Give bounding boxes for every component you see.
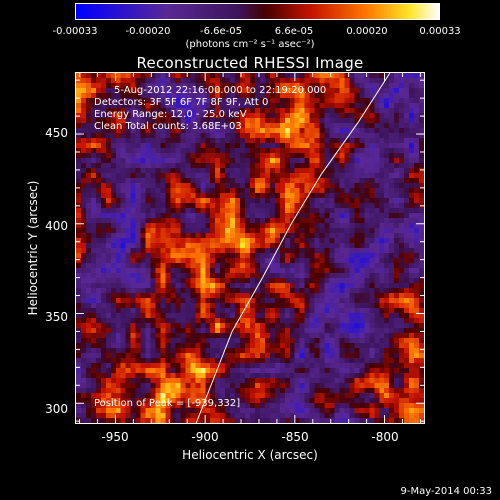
y-tick-label: 300: [45, 402, 68, 416]
colorbar: [75, 3, 440, 20]
heatmap-image: [76, 73, 424, 423]
x-axis-label: Heliocentric X (arcsec): [182, 448, 318, 462]
x-tick-label: -950: [101, 430, 129, 444]
peak-position-text: Position of Peak = [-939,332]: [94, 398, 241, 409]
footer-date: 9-May-2014 00:33: [400, 486, 492, 497]
x-tick-label: -800: [371, 430, 399, 444]
image-plot: 5-Aug-2012 22:16:00.000 to 22:19:20.000 …: [75, 72, 425, 424]
colorbar-tick-label: 0.00033: [419, 26, 461, 37]
y-tick-label: 400: [45, 219, 68, 233]
colorbar-tick-label: 0.00020: [346, 26, 388, 37]
energy-range-text: Energy Range: 12.0 - 25.0 keV: [94, 109, 247, 120]
y-tick-label: 350: [45, 310, 68, 324]
clean-counts-text: Clean Total counts: 3.68E+03: [94, 121, 242, 132]
colorbar-tick-label: 6.6e-05: [274, 26, 314, 37]
time-range-text: 5-Aug-2012 22:16:00.000 to 22:19:20.000: [114, 85, 327, 96]
axis-ticks: [76, 73, 424, 423]
solar-limb-line: [195, 73, 391, 423]
page-title: Reconstructed RHESSI Image: [136, 54, 364, 72]
detectors-text: Detectors: 3F 5F 6F 7F 8F 9F, Att 0: [94, 97, 269, 108]
y-axis-label: Heliocentric Y (arcsec): [26, 180, 40, 316]
x-tick-label: -850: [281, 430, 309, 444]
plot-overlay: [76, 73, 424, 423]
colorbar-tick-label: -6.6e-05: [200, 26, 242, 37]
colorbar-units: (photons cm⁻² s⁻¹ asec⁻²): [185, 39, 315, 50]
colorbar-tick-label: -0.00033: [52, 26, 98, 37]
colorbar-tick-label: -0.00020: [125, 26, 171, 37]
x-tick-label: -900: [191, 430, 219, 444]
y-tick-label: 450: [45, 126, 68, 140]
